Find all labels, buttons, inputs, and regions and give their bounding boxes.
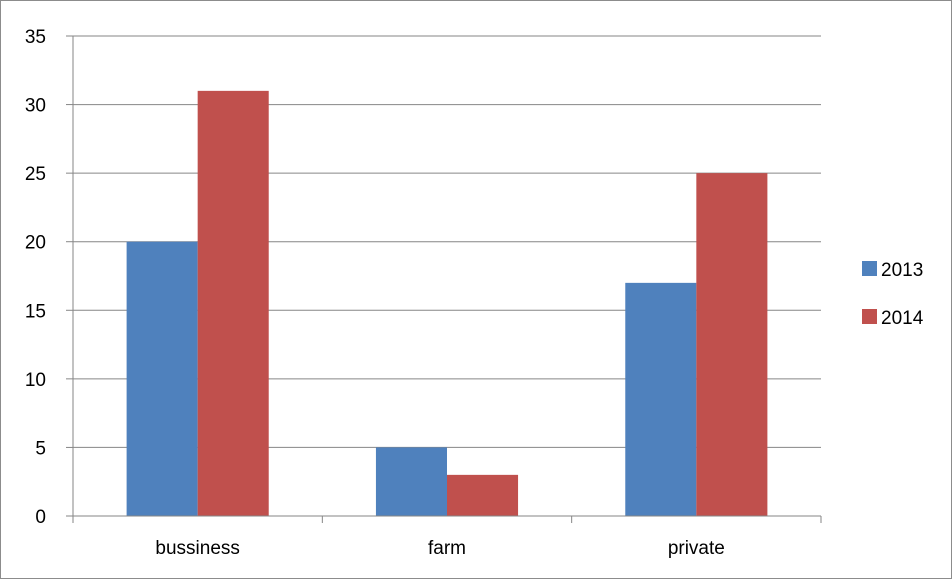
legend-label: 2014 bbox=[881, 308, 924, 329]
y-tick-label: 5 bbox=[35, 438, 46, 459]
y-tick-label: 35 bbox=[25, 27, 46, 48]
y-tick-label: 25 bbox=[25, 164, 46, 185]
x-category-label: private bbox=[668, 538, 725, 559]
y-tick-label: 10 bbox=[25, 370, 46, 391]
bar-2014-private bbox=[696, 173, 768, 516]
bars bbox=[126, 90, 768, 516]
x-category-label: farm bbox=[428, 538, 466, 559]
bar-2013-farm bbox=[375, 447, 447, 516]
bar-2014-farm bbox=[447, 474, 519, 516]
legend-swatch-2013 bbox=[862, 261, 877, 276]
legend-label: 2013 bbox=[881, 260, 923, 281]
x-axis-category-labels: bussiness farm private bbox=[155, 538, 724, 559]
y-axis-tick-labels: 0 5 10 15 20 25 30 35 bbox=[25, 27, 46, 528]
legend-swatch-2014 bbox=[862, 309, 877, 324]
y-tick-label: 30 bbox=[25, 96, 46, 117]
legend: 2013 2014 bbox=[862, 260, 924, 329]
y-tick-label: 15 bbox=[25, 301, 46, 322]
x-category-label: bussiness bbox=[155, 538, 240, 559]
bar-2013-private bbox=[625, 282, 697, 516]
bar-2014-bussiness bbox=[197, 90, 269, 516]
bar-2013-bussiness bbox=[126, 241, 198, 516]
axes bbox=[66, 35, 822, 523]
y-tick-label: 0 bbox=[35, 507, 46, 528]
y-tick-label: 20 bbox=[25, 233, 46, 254]
